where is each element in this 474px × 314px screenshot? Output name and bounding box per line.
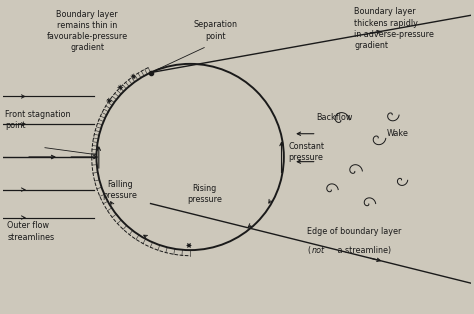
Text: Edge of boundary layer: Edge of boundary layer <box>307 227 401 236</box>
Text: Boundary layer
remains thin in
favourable-pressure
gradient: Boundary layer remains thin in favourabl… <box>46 10 128 52</box>
Text: Front stagnation
point: Front stagnation point <box>5 110 71 130</box>
Text: Falling
pressure: Falling pressure <box>102 180 137 200</box>
Text: Separation
point: Separation point <box>194 20 238 41</box>
Text: Outer flow
streamlines: Outer flow streamlines <box>8 221 55 241</box>
Text: Rising
pressure: Rising pressure <box>187 184 222 204</box>
Text: Constant
pressure: Constant pressure <box>289 142 325 162</box>
Text: a streamline): a streamline) <box>336 246 392 255</box>
Text: Wake: Wake <box>387 129 409 138</box>
Text: Backflow: Backflow <box>317 113 353 122</box>
Text: Boundary layer
thickens rapidly
in adverse-pressure
gradient: Boundary layer thickens rapidly in adver… <box>354 8 434 50</box>
Text: not: not <box>312 246 325 255</box>
Text: (: ( <box>307 246 310 255</box>
